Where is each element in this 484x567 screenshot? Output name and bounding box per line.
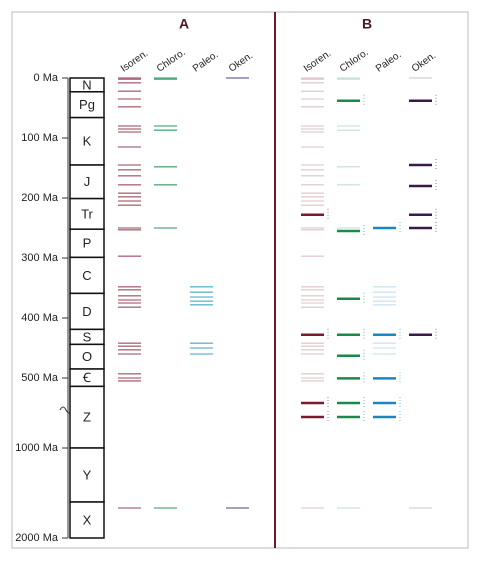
y-tick-label: 200 Ma <box>21 192 59 204</box>
period-label: J <box>84 174 91 189</box>
period-label: Y <box>83 467 92 482</box>
period-label: Z <box>83 410 91 425</box>
period-box <box>69 343 105 370</box>
column-header: Isoren. <box>119 48 150 75</box>
column-header: Paleo. <box>191 49 221 74</box>
column-header: Chloro. <box>155 47 188 75</box>
column-header: Chloro. <box>338 47 371 75</box>
period-label: D <box>82 304 91 319</box>
period-box <box>69 501 105 539</box>
column-header: Isoren. <box>302 48 333 75</box>
column-header: Oken. <box>410 50 438 74</box>
period-label: Pg <box>79 97 95 112</box>
period-box <box>69 292 105 331</box>
period-box <box>69 256 105 295</box>
period-label: K <box>83 134 92 149</box>
period-box <box>69 91 105 119</box>
y-tick-label: 1000 Ma <box>15 442 59 454</box>
period-label: P <box>83 236 92 251</box>
period-label: O <box>82 349 92 364</box>
y-tick-label: 300 Ma <box>21 252 59 264</box>
y-tick-label: 400 Ma <box>21 312 59 324</box>
period-label: N <box>82 77 91 92</box>
y-tick-label: 0 Ma <box>34 72 59 84</box>
period-box <box>69 447 105 503</box>
y-tick-label: 500 Ma <box>21 372 59 384</box>
panel-title: A <box>179 16 189 32</box>
period-label: C <box>82 268 91 283</box>
period-box <box>69 116 105 166</box>
period-box <box>69 164 105 200</box>
period-label: X <box>83 512 92 527</box>
period-label: S <box>83 329 92 344</box>
y-tick-label: 2000 Ma <box>15 532 59 544</box>
period-label: Ꞓ <box>82 370 91 385</box>
period-box <box>69 197 105 230</box>
panel-title: B <box>362 16 372 32</box>
column-header: Oken. <box>227 50 255 74</box>
period-label: Tr <box>81 206 93 221</box>
column-header: Paleo. <box>374 49 404 74</box>
frame <box>11 11 469 549</box>
period-box <box>69 228 105 259</box>
y-tick-label: 100 Ma <box>21 132 59 144</box>
